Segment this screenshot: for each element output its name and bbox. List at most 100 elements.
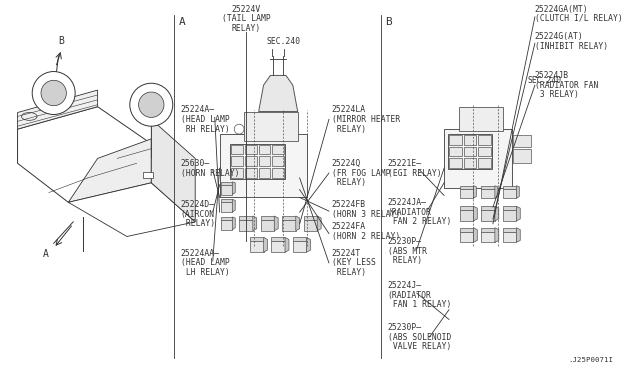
Text: B: B xyxy=(385,17,392,27)
Circle shape xyxy=(130,83,173,126)
Polygon shape xyxy=(460,228,474,232)
Text: RELAY): RELAY) xyxy=(332,125,366,134)
Text: 25224FA: 25224FA xyxy=(332,222,366,231)
Text: 25224GA(MT): 25224GA(MT) xyxy=(535,4,589,13)
Polygon shape xyxy=(232,217,236,230)
Polygon shape xyxy=(502,189,516,198)
Polygon shape xyxy=(474,186,476,198)
Polygon shape xyxy=(68,183,195,237)
Text: 25630—: 25630— xyxy=(180,159,210,168)
Bar xyxy=(478,147,491,157)
Polygon shape xyxy=(502,232,516,242)
Text: (MIRROR HEATER: (MIRROR HEATER xyxy=(332,115,400,124)
Text: (HEAD LAMP: (HEAD LAMP xyxy=(180,115,229,124)
Bar xyxy=(245,157,257,166)
Polygon shape xyxy=(502,228,516,232)
Polygon shape xyxy=(481,189,495,198)
Text: (HORN 3 RELAY): (HORN 3 RELAY) xyxy=(332,209,400,218)
Polygon shape xyxy=(250,237,264,241)
Text: 25224J—: 25224J— xyxy=(387,281,422,290)
Bar xyxy=(478,158,491,168)
Text: (INHIBIT RELAY): (INHIBIT RELAY) xyxy=(535,42,608,51)
FancyBboxPatch shape xyxy=(444,129,513,188)
Text: 25224V: 25224V xyxy=(231,4,260,13)
Polygon shape xyxy=(516,206,520,221)
Text: 25224JB: 25224JB xyxy=(535,71,569,80)
Text: 25230P—: 25230P— xyxy=(387,323,422,332)
Text: VALVE RELAY): VALVE RELAY) xyxy=(387,342,451,351)
Polygon shape xyxy=(460,206,474,210)
Polygon shape xyxy=(239,220,253,231)
Polygon shape xyxy=(239,216,253,220)
Text: 25224A—: 25224A— xyxy=(180,105,214,114)
Text: SEC.240: SEC.240 xyxy=(266,37,300,46)
Polygon shape xyxy=(495,186,498,198)
Polygon shape xyxy=(474,206,477,221)
Bar xyxy=(259,168,270,178)
Polygon shape xyxy=(260,220,275,231)
Text: A: A xyxy=(179,17,186,27)
Polygon shape xyxy=(307,237,310,252)
Polygon shape xyxy=(17,107,151,202)
Polygon shape xyxy=(271,241,285,252)
Polygon shape xyxy=(516,228,520,242)
Text: .J25P0071I: .J25P0071I xyxy=(568,357,613,363)
Text: (ABS SOLENOID: (ABS SOLENOID xyxy=(387,333,451,341)
Text: B: B xyxy=(58,36,65,46)
Text: 25224AA—: 25224AA— xyxy=(180,248,220,257)
Text: RH RELAY): RH RELAY) xyxy=(180,125,229,134)
Text: (TAIL LAMP: (TAIL LAMP xyxy=(221,15,270,23)
Text: 25230P—: 25230P— xyxy=(387,237,422,246)
Bar xyxy=(448,134,492,169)
Polygon shape xyxy=(282,216,296,220)
Polygon shape xyxy=(232,199,236,212)
Bar xyxy=(273,157,284,166)
Polygon shape xyxy=(495,206,499,221)
Polygon shape xyxy=(221,185,232,195)
Polygon shape xyxy=(221,202,232,212)
Polygon shape xyxy=(460,189,474,198)
Text: FAN 1 RELAY): FAN 1 RELAY) xyxy=(387,300,451,309)
Bar xyxy=(244,112,298,141)
Polygon shape xyxy=(296,216,300,231)
Text: (FR FOG LAMP: (FR FOG LAMP xyxy=(332,169,390,177)
Bar xyxy=(245,145,257,154)
Text: (ABS MTR: (ABS MTR xyxy=(387,247,426,256)
Polygon shape xyxy=(502,206,516,210)
Bar xyxy=(231,157,243,166)
Bar xyxy=(259,157,270,166)
Bar xyxy=(230,144,285,179)
Polygon shape xyxy=(460,210,474,221)
Text: (KEY LESS: (KEY LESS xyxy=(332,258,376,267)
Polygon shape xyxy=(460,232,474,242)
Text: SEC.240: SEC.240 xyxy=(527,76,561,85)
Text: (HORN RELAY): (HORN RELAY) xyxy=(180,169,239,177)
Text: LH RELAY): LH RELAY) xyxy=(180,268,229,277)
Text: RELAY): RELAY) xyxy=(387,256,422,265)
Polygon shape xyxy=(17,90,98,129)
Polygon shape xyxy=(481,228,495,232)
Polygon shape xyxy=(221,182,232,185)
Polygon shape xyxy=(282,220,296,231)
Text: 3 RELAY): 3 RELAY) xyxy=(535,90,579,99)
Polygon shape xyxy=(502,186,516,189)
Bar xyxy=(143,172,153,178)
Text: 25224G(AT): 25224G(AT) xyxy=(535,32,584,41)
Text: RELAY): RELAY) xyxy=(231,24,260,33)
Bar xyxy=(513,135,531,147)
Bar xyxy=(259,145,270,154)
Text: (EGI RELAY): (EGI RELAY) xyxy=(387,169,441,177)
Text: 25224Q: 25224Q xyxy=(332,159,361,168)
Polygon shape xyxy=(303,216,317,220)
Circle shape xyxy=(234,124,244,134)
Polygon shape xyxy=(253,216,257,231)
Polygon shape xyxy=(481,232,495,242)
Circle shape xyxy=(32,71,75,115)
Text: RELAY): RELAY) xyxy=(180,219,214,228)
Polygon shape xyxy=(474,228,477,242)
Bar xyxy=(449,135,461,145)
Text: (AIRCON: (AIRCON xyxy=(180,209,214,218)
Text: (HORN 2 RELAY): (HORN 2 RELAY) xyxy=(332,232,400,241)
Text: (HEAD LAMP: (HEAD LAMP xyxy=(180,258,229,267)
Text: 25224FB: 25224FB xyxy=(332,200,366,209)
